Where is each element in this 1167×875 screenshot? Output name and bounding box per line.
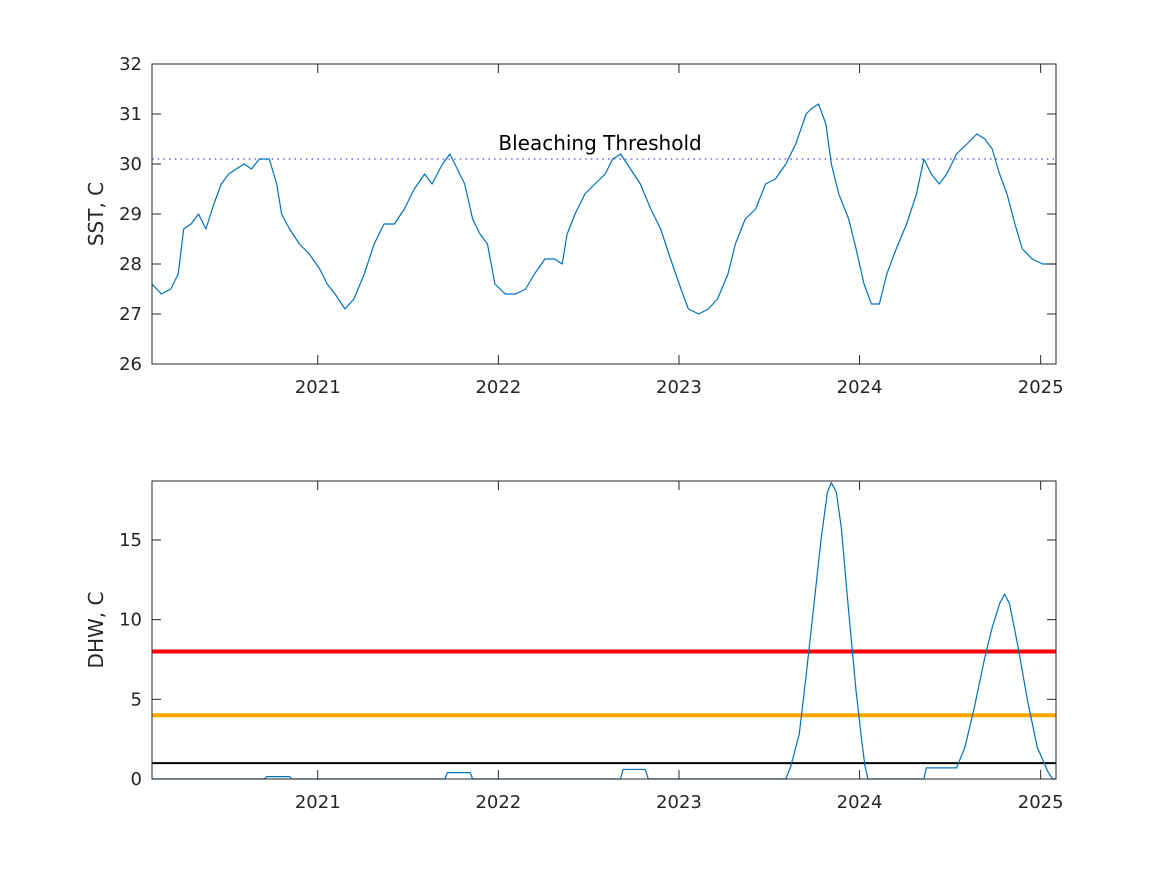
axes-box (151, 480, 1057, 780)
y-tick-label: 27 (119, 304, 142, 325)
x-tick-label: 2024 (837, 377, 883, 398)
y-tick-label: 31 (119, 104, 142, 125)
y-tick-label: 32 (119, 54, 142, 75)
y-tick-label: 15 (119, 530, 142, 551)
y-tick-label: 0 (131, 769, 142, 790)
x-tick-label: 2022 (475, 792, 521, 813)
x-tick-label: 2021 (295, 792, 341, 813)
x-tick-label: 2022 (475, 377, 521, 398)
y-tick-label: 30 (119, 154, 142, 175)
series-line-0 (152, 481, 1056, 780)
x-tick-label: 2025 (1018, 792, 1064, 813)
x-tick-label: 2023 (656, 377, 702, 398)
sst-panel: 2021 2022 2023 2024 2025 26 27 28 29 30 31 32 SST, C… (84, 54, 1064, 398)
y-axis-label: SST, C (84, 182, 108, 246)
x-tick-label: 2021 (295, 377, 341, 398)
y-axis-label: DHW, C (84, 592, 108, 669)
x-tick-label: 2023 (656, 792, 702, 813)
y-tick-label: 5 (131, 689, 142, 710)
dhw-panel: 2021 2022 2023 2024 2025 0 5 10 15 DHW, C (84, 480, 1064, 813)
y-tick-label: 26 (119, 354, 142, 375)
y-tick-label: 28 (119, 254, 142, 275)
bleaching-threshold-label: Bleaching Threshold (498, 131, 701, 155)
y-tick-label: 10 (119, 610, 142, 631)
series-line-0 (151, 103, 1056, 315)
x-tick-label: 2024 (837, 792, 883, 813)
y-tick-label: 29 (119, 204, 142, 225)
x-tick-label: 2025 (1018, 377, 1064, 398)
